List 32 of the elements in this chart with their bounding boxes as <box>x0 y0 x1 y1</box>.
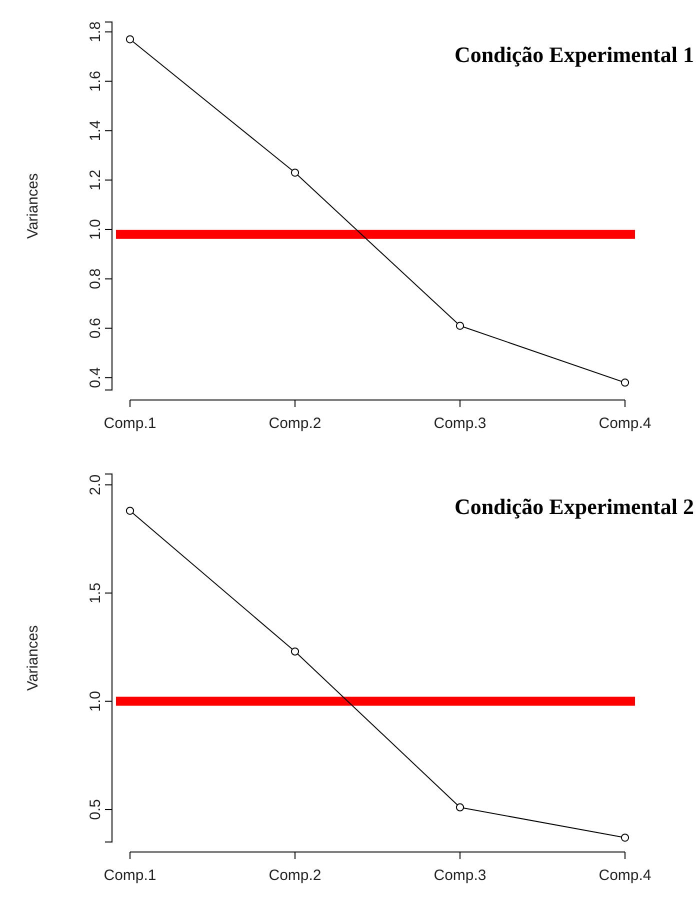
y-axis-title: Variances <box>24 625 42 691</box>
point <box>126 506 134 515</box>
point <box>456 803 464 812</box>
y-tick-label: 1.8 <box>87 21 104 42</box>
y-tick-label: 1.0 <box>87 690 104 712</box>
y-axis-title: Variances <box>24 173 42 239</box>
text: Condição Experimental 1 <box>454 42 694 67</box>
y-tick-label: 0.4 <box>87 367 104 388</box>
x-tick-label: Comp.3 <box>434 867 486 884</box>
x-tick-label: Comp.2 <box>268 415 322 432</box>
y-tick-label: 1.6 <box>87 70 104 92</box>
x-tick-label: Comp.4 <box>598 415 652 432</box>
text: Condição Experimental 2 <box>454 494 694 519</box>
x-tick-label: Comp.1 <box>104 867 156 884</box>
y-tick-label: 1.2 <box>87 170 104 190</box>
x-tick-label: Comp.1 <box>104 415 156 432</box>
point <box>126 35 134 44</box>
y-tick-label: 1.0 <box>87 219 104 240</box>
point <box>620 378 630 387</box>
point <box>620 834 630 842</box>
y-tick-label: 0.6 <box>87 318 104 339</box>
point <box>290 168 300 177</box>
point <box>290 647 300 656</box>
y-tick-label: 0.5 <box>87 799 104 820</box>
x-tick-label: Comp.2 <box>268 867 322 884</box>
y-tick-label: 1.4 <box>87 120 104 142</box>
x-tick-label: Comp.3 <box>434 415 486 432</box>
x-tick-label: Comp.4 <box>598 867 652 884</box>
y-tick-label: 0.8 <box>87 268 104 290</box>
y-tick-label: 2.0 <box>87 474 104 496</box>
point <box>456 322 464 330</box>
y-tick-label: 1.5 <box>87 582 104 604</box>
